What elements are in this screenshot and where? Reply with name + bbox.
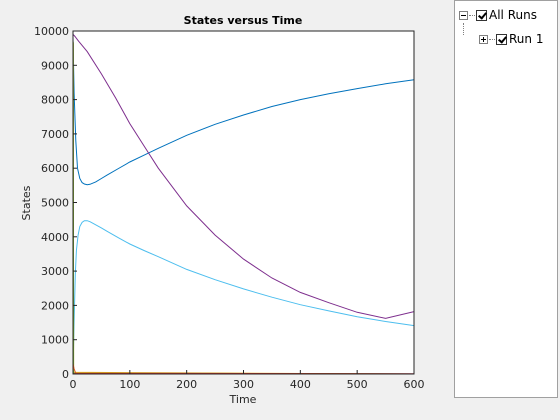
- x-tick-label: 300: [233, 378, 254, 391]
- x-tick-label: 100: [119, 378, 140, 391]
- x-tick-label: 200: [176, 378, 197, 391]
- y-tick-label: 10000: [34, 25, 69, 38]
- y-tick-label: 4000: [41, 231, 69, 244]
- tree-branch-line-icon: [463, 23, 464, 35]
- y-axis-title: States: [20, 185, 33, 220]
- series-line-2: [72, 220, 415, 373]
- chart-title: States versus Time: [184, 14, 303, 27]
- tree-connector-icon: [469, 14, 475, 16]
- y-tick-label: 8000: [41, 94, 69, 107]
- y-tick-label: 2000: [41, 299, 69, 312]
- y-tick-label: 0: [62, 368, 69, 381]
- run-1-label: Run 1: [509, 32, 544, 46]
- all-runs-checkbox[interactable]: [476, 9, 487, 21]
- axes-background: [73, 31, 414, 374]
- y-tick-label: 3000: [41, 265, 69, 278]
- y-tick-label: 1000: [41, 334, 69, 347]
- y-tick-label: 6000: [41, 162, 69, 175]
- all-runs-label: All Runs: [489, 8, 537, 22]
- collapse-icon[interactable]: [459, 10, 468, 20]
- tree-connector-icon: [489, 38, 495, 40]
- tree-node-all-runs[interactable]: All Runs: [459, 7, 537, 23]
- x-tick-label: 500: [347, 378, 368, 391]
- tree-node-run-1[interactable]: Run 1: [479, 31, 543, 47]
- y-tick-label: 7000: [41, 128, 69, 141]
- expand-icon[interactable]: [479, 34, 488, 44]
- x-tick-label: 400: [290, 378, 311, 391]
- x-axis-title: Time: [229, 393, 257, 406]
- ticks-layer: 0 100 200 300 400 500 600010002000300040005000…: [34, 25, 425, 391]
- x-tick-label: 0: [70, 378, 77, 391]
- states-vs-time-chart: States versus Time 0 100 200 300 400 500 60001…: [20, 14, 425, 406]
- x-tick-label: 600: [404, 378, 425, 391]
- series-line-1: [72, 37, 415, 186]
- y-tick-label: 5000: [41, 197, 69, 210]
- series-line-3: [72, 34, 415, 319]
- runs-tree-panel: All Runs Run 1: [454, 0, 558, 398]
- y-tick-label: 9000: [41, 59, 69, 72]
- run-1-checkbox[interactable]: [496, 33, 507, 45]
- plot-area: States versus Time 0 100 200 300 400 500 600 0 1…: [20, 14, 425, 406]
